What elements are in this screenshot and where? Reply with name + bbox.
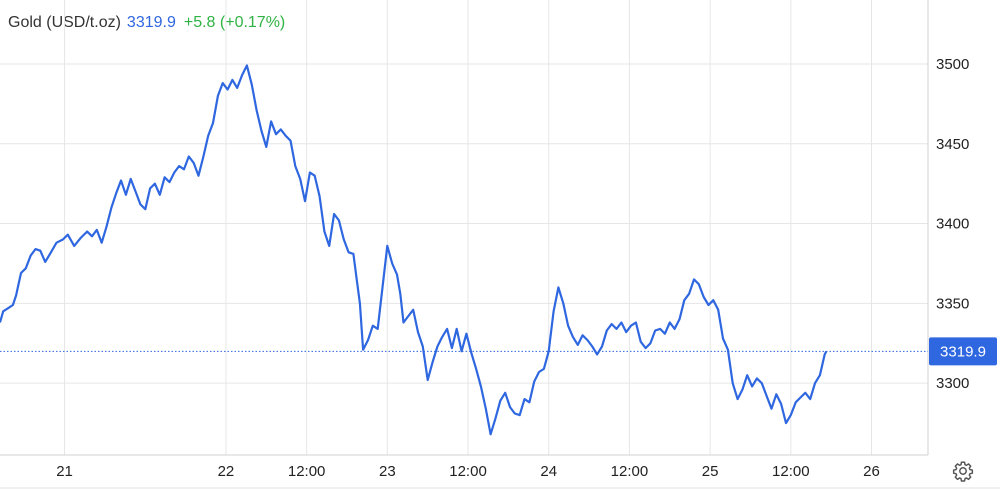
x-tick-label: 26	[863, 463, 880, 480]
gear-icon[interactable]	[952, 460, 974, 482]
y-tick-label: 3400	[936, 216, 969, 233]
x-tick-label: 12:00	[611, 463, 649, 480]
y-tick-label: 3500	[936, 56, 969, 73]
x-axis: 21 22 12:00 23 12:00 24 12:00 25 12:00 26	[56, 463, 880, 480]
x-tick-label: 23	[379, 463, 396, 480]
y-tick-label: 3350	[936, 295, 969, 312]
x-tick-label: 12:00	[288, 463, 326, 480]
current-price: 3319.9	[126, 14, 176, 31]
x-tick-label: 25	[702, 463, 719, 480]
x-tick-label: 24	[540, 463, 557, 480]
x-tick-label: 12:00	[449, 463, 487, 480]
y-tick-label: 3300	[936, 375, 969, 392]
last-price-badge	[929, 337, 997, 366]
price-change: +5.8 (+0.17%)	[183, 14, 286, 31]
y-tick-label: 3450	[936, 136, 969, 153]
x-tick-label: 12:00	[772, 463, 810, 480]
series-group	[0, 64, 828, 436]
last-price-badge-label: 3319.9	[940, 343, 986, 360]
series-line	[0, 64, 828, 436]
chart-header: Gold (USD/t.oz) 3319.9 +5.8 (+0.17%)	[8, 14, 285, 32]
x-tick-label: 22	[218, 463, 235, 480]
x-tick-label: 21	[56, 463, 73, 480]
y-axis: 3300 3350 3400 3450 3500	[936, 56, 969, 392]
last-price-badge-group: 3319.9	[929, 337, 997, 366]
